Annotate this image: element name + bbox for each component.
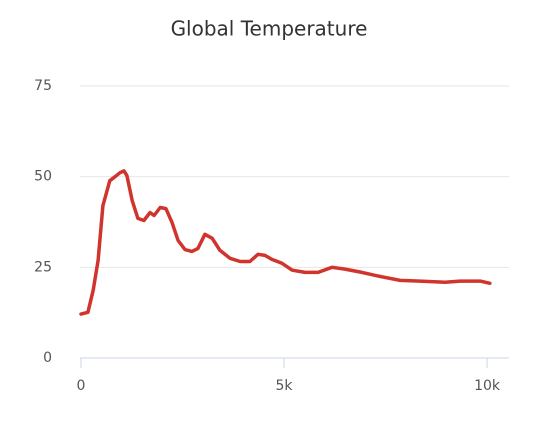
y-tick-label: 25 — [34, 259, 52, 275]
y-tick-label: 50 — [34, 169, 52, 185]
y-tick-label: 0 — [43, 350, 52, 366]
x-tick-label: 10k — [474, 378, 501, 394]
chart-title: Global Temperature — [171, 17, 368, 41]
x-tick-label: 5k — [276, 378, 294, 394]
x-tick-label: 0 — [77, 378, 86, 394]
y-tick-label: 75 — [34, 78, 52, 94]
line — [79, 169, 492, 316]
